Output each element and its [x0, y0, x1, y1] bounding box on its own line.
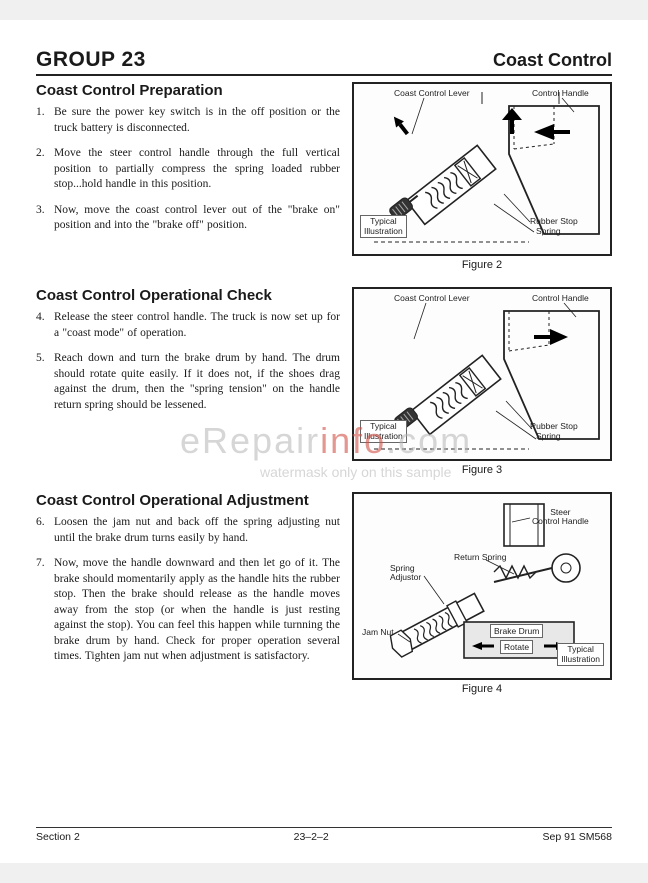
figure-caption: Figure 3: [352, 464, 612, 476]
figure-4: Steer Control Handle Return Spring Sprin…: [352, 492, 612, 680]
label-rotate: Rotate: [500, 640, 533, 654]
page-footer: Section 2 23–2–2 Sep 91 SM568: [36, 827, 612, 843]
label-typical: Typical Illustration: [360, 215, 407, 238]
page: GROUP 23 Coast Control Coast Control Pre…: [0, 20, 648, 863]
section-title: Coast Control Operational Adjustment: [36, 492, 340, 509]
figure-2: Coast Control Lever Control Handle Typic…: [352, 82, 612, 256]
figure-3: Coast Control Lever Control Handle Typic…: [352, 287, 612, 461]
footer-right: Sep 91 SM568: [543, 831, 612, 843]
footer-center: 23–2–2: [294, 831, 329, 843]
step-list: 4. Release the steer control handle. The …: [36, 310, 340, 413]
label-typical: Typical Illustration: [557, 643, 604, 666]
item-text: Now, move the coast control lever out of…: [54, 204, 340, 232]
label-control-handle: Control Handle: [532, 88, 589, 98]
header-section-name: Coast Control: [493, 50, 612, 71]
figure-caption: Figure 2: [352, 259, 612, 271]
label-rubber-stop: Rubber Stop: [530, 216, 578, 226]
list-item: 4. Release the steer control handle. The …: [36, 310, 340, 341]
item-text: Reach down and turn the brake drum by ha…: [54, 352, 340, 411]
item-number: 1.: [36, 105, 45, 121]
label-return-spring: Return Spring: [454, 552, 506, 562]
label-steer-handle: Steer Control Handle: [532, 508, 589, 526]
label-coast-lever: Coast Control Lever: [394, 293, 470, 303]
list-item: 3. Now, move the coast control lever out …: [36, 203, 340, 234]
item-text: Loosen the jam nut and back off the spri…: [54, 516, 340, 544]
label-spring-adjustor: Spring Adjustor: [390, 564, 421, 582]
list-item: 6. Loosen the jam nut and back off the sp…: [36, 515, 340, 546]
item-number: 5.: [36, 351, 45, 367]
page-header: GROUP 23 Coast Control: [36, 48, 612, 76]
label-spring: Spring: [536, 431, 561, 441]
figure-column: Coast Control Lever Control Handle Typic…: [352, 82, 612, 271]
item-number: 2.: [36, 146, 45, 162]
figure-caption: Figure 4: [352, 683, 612, 695]
section-preparation: Coast Control Preparation 1. Be sure the …: [36, 82, 612, 271]
label-spring: Spring: [536, 226, 561, 236]
list-item: 5. Reach down and turn the brake drum by …: [36, 351, 340, 413]
text-column: Coast Control Operational Check 4. Releas…: [36, 287, 340, 476]
text-column: Coast Control Operational Adjustment 6. L…: [36, 492, 340, 695]
section-title: Coast Control Preparation: [36, 82, 340, 99]
footer-left: Section 2: [36, 831, 80, 843]
item-number: 4.: [36, 310, 45, 326]
item-number: 3.: [36, 203, 45, 219]
label-jam-nut: Jam Nut: [362, 627, 394, 637]
item-text: Now, move the handle downward and then l…: [54, 557, 340, 662]
section-check: Coast Control Operational Check 4. Releas…: [36, 287, 612, 476]
label-typical: Typical Illustration: [360, 420, 407, 443]
label-coast-lever: Coast Control Lever: [394, 88, 470, 98]
figure-column: Coast Control Lever Control Handle Typic…: [352, 287, 612, 476]
label-control-handle: Control Handle: [532, 293, 589, 303]
item-text: Be sure the power key switch is in the o…: [54, 106, 340, 134]
list-item: 1. Be sure the power key switch is in the…: [36, 105, 340, 136]
text-column: Coast Control Preparation 1. Be sure the …: [36, 82, 340, 271]
item-number: 7.: [36, 556, 45, 572]
list-item: 7. Now, move the handle downward and then…: [36, 556, 340, 665]
section-adjustment: Coast Control Operational Adjustment 6. L…: [36, 492, 612, 695]
group-title: GROUP 23: [36, 48, 146, 72]
item-text: Move the steer control handle through th…: [54, 147, 340, 190]
step-list: 6. Loosen the jam nut and back off the sp…: [36, 515, 340, 665]
label-rubber-stop: Rubber Stop: [530, 421, 578, 431]
label-brake-drum: Brake Drum: [490, 624, 543, 638]
list-item: 2. Move the steer control handle through …: [36, 146, 340, 193]
step-list: 1. Be sure the power key switch is in the…: [36, 105, 340, 234]
item-text: Release the steer control handle. The tr…: [54, 311, 340, 339]
section-title: Coast Control Operational Check: [36, 287, 340, 304]
item-number: 6.: [36, 515, 45, 531]
figure-column: Steer Control Handle Return Spring Sprin…: [352, 492, 612, 695]
